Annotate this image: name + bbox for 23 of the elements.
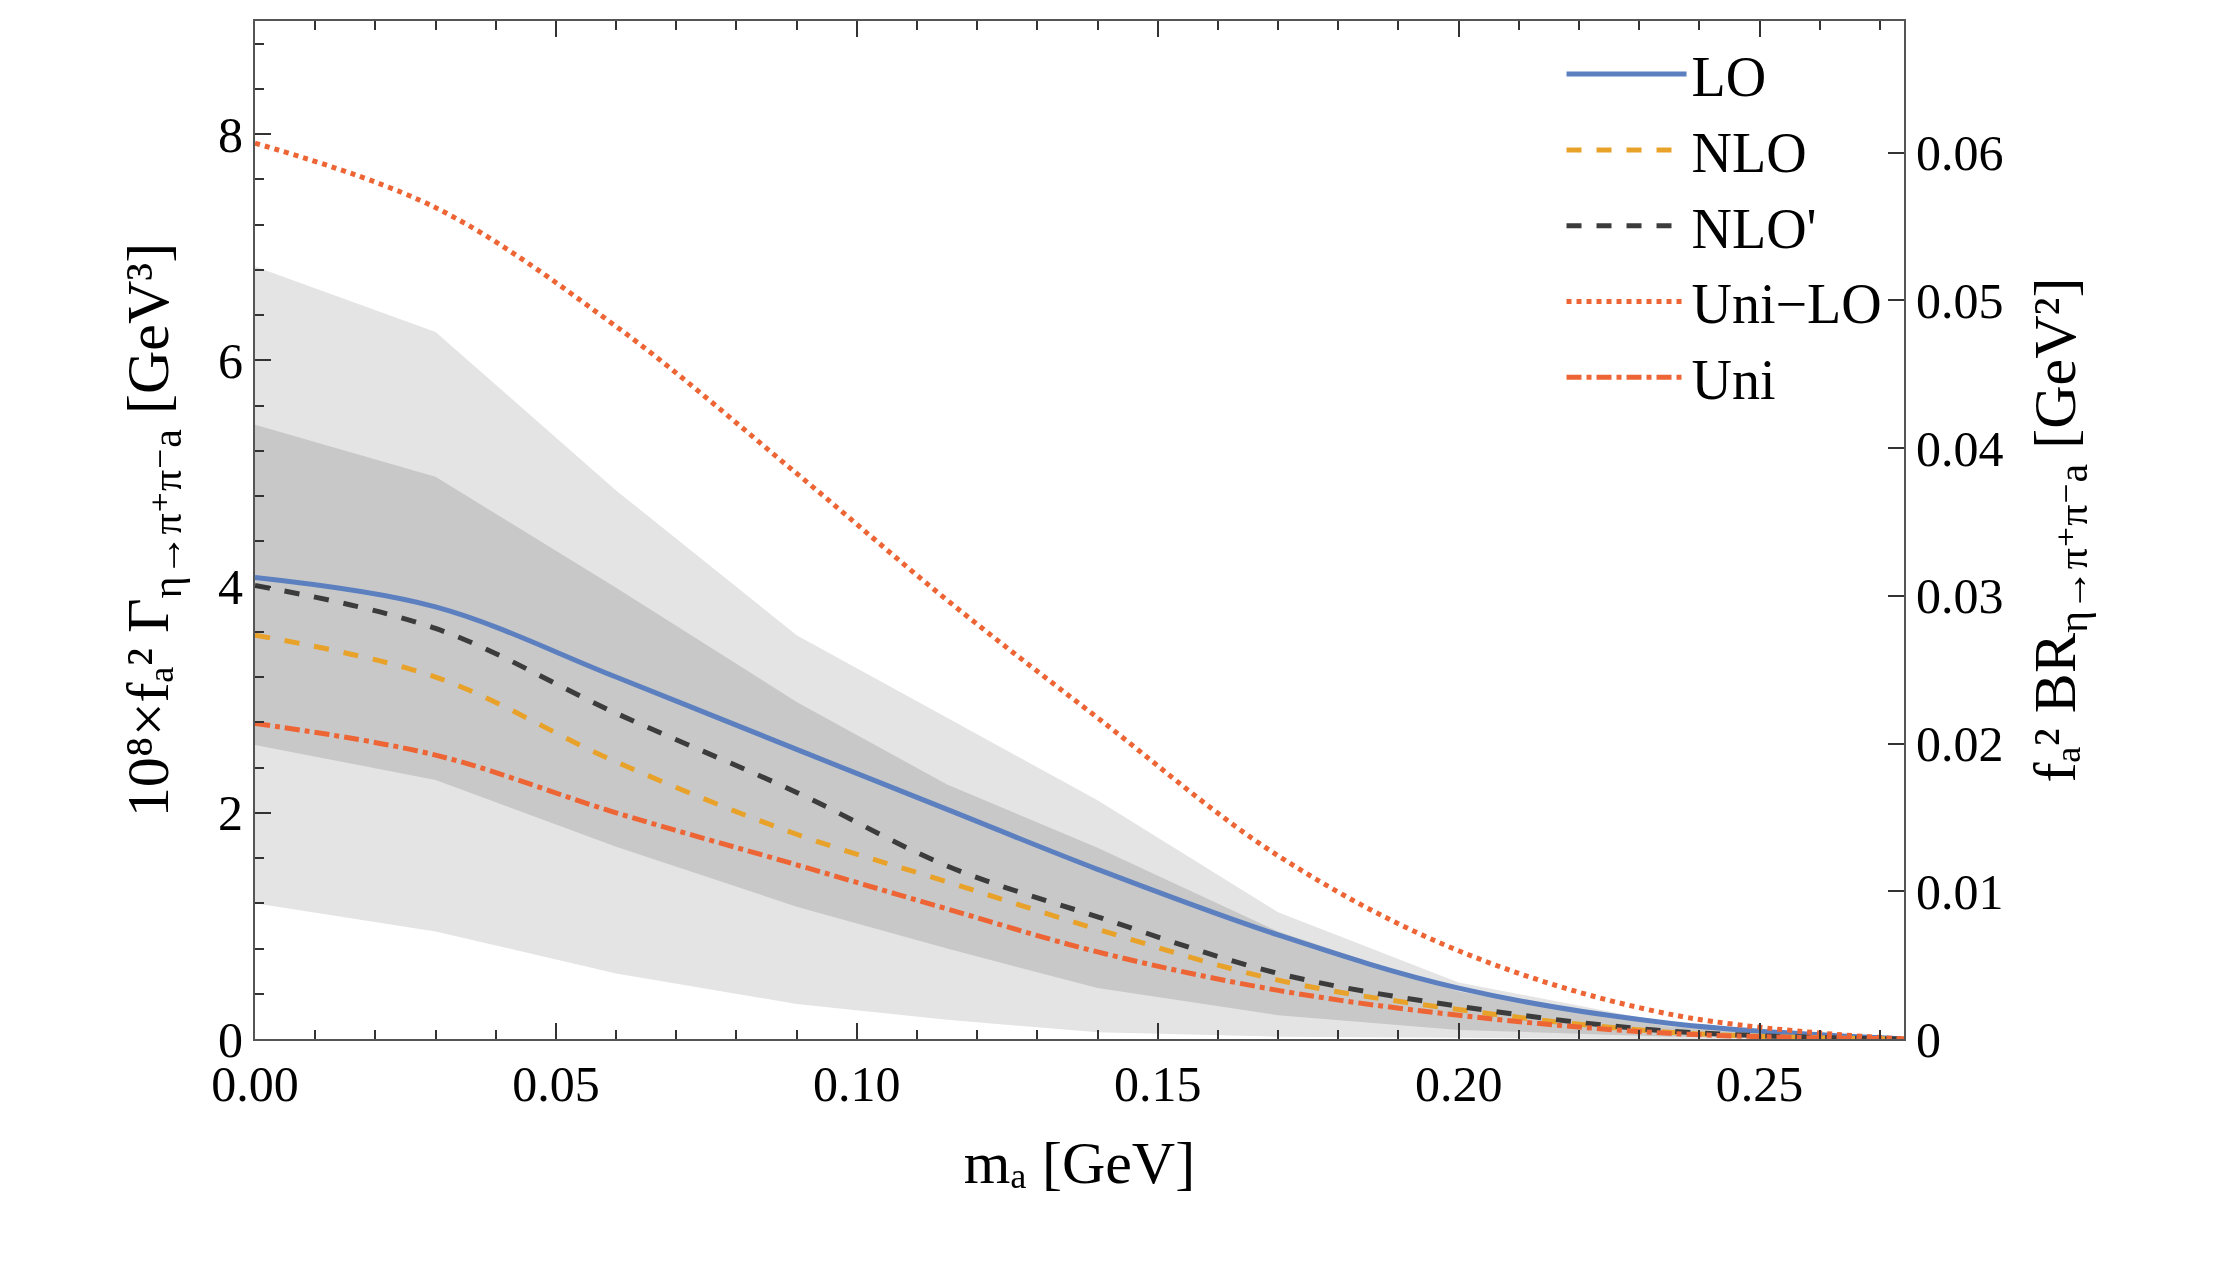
y2-tick-label: 0.02	[1916, 716, 2004, 772]
y2-tick-label: 0.06	[1916, 125, 2004, 181]
y2-tick-label: 0.03	[1916, 568, 2004, 625]
legend-label: LO	[1691, 45, 1767, 108]
x-axis-title: mₐ [GeV]	[963, 1130, 1196, 1196]
x-tick-label: 0.05	[512, 1056, 600, 1112]
y2-tick-label: 0.04	[1916, 420, 2004, 477]
y-tick-label: 2	[218, 785, 243, 842]
legend-label: Uni−LO	[1691, 273, 1882, 336]
y-tick-label: 6	[218, 332, 243, 389]
x-tick-label: 0.20	[1414, 1056, 1503, 1112]
legend-label: Uni	[1691, 349, 1776, 412]
y2-tick-label: 0.05	[1916, 272, 2004, 329]
legend-label: NLO	[1691, 121, 1807, 184]
x-tick-label: 0.10	[813, 1056, 901, 1112]
y2-tick-label: 0.01	[1916, 863, 2004, 920]
legend-label: NLO'	[1691, 197, 1817, 260]
y-tick-label: 0	[218, 1011, 243, 1068]
x-tick-label: 0.15	[1113, 1056, 1202, 1112]
y-tick-label: 4	[218, 559, 243, 616]
y2-tick-label: 0	[1916, 1011, 1941, 1068]
y-tick-label: 8	[218, 106, 243, 163]
x-tick-label: 0.25	[1715, 1056, 1804, 1112]
